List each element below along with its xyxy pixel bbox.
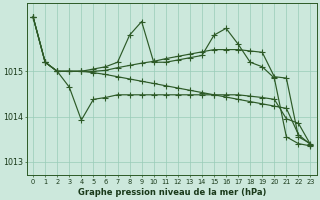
X-axis label: Graphe pression niveau de la mer (hPa): Graphe pression niveau de la mer (hPa) — [78, 188, 266, 197]
